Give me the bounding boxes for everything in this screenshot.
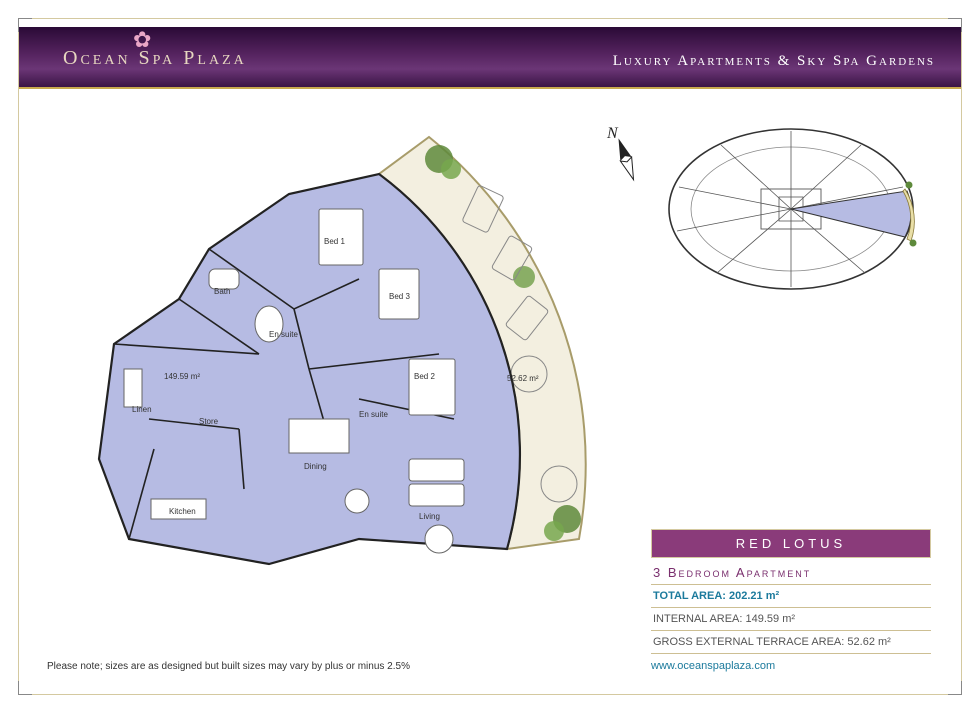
floor-plan: Bed 1 Bed 3 Bed 2 Bath En suite En suite…	[59, 119, 639, 589]
brand-tagline: Luxury Apartments & Sky Spa Gardens	[613, 53, 935, 70]
label-kitchen: Kitchen	[169, 507, 196, 516]
lotus-icon: ✿	[133, 27, 154, 53]
label-dining: Dining	[304, 462, 327, 471]
brand-name: ✿ Ocean Spa Plaza	[63, 47, 247, 70]
crop-mark	[948, 681, 962, 695]
internal-area-value: 149.59 m²	[746, 613, 796, 625]
label-terrace-area: 52.62 m²	[507, 374, 539, 383]
key-plan	[661, 119, 921, 299]
label-linen: Linen	[132, 405, 152, 414]
label-bed1: Bed 1	[324, 237, 345, 246]
terrace-area-value: 52.62 m²	[847, 636, 890, 648]
label-store: Store	[199, 417, 219, 426]
internal-area-row: INTERNAL AREA: 149.59 m²	[651, 608, 931, 631]
label-ensuite1: En suite	[269, 330, 298, 339]
label-bed2: Bed 2	[414, 372, 435, 381]
total-area-row: TOTAL AREA: 202.21 m²	[651, 585, 931, 608]
label-internal-area: 149.59 m²	[164, 372, 200, 381]
label-bath: Bath	[214, 287, 230, 296]
info-box: RED LOTUS 3 Bedroom Apartment TOTAL AREA…	[651, 529, 931, 672]
crop-mark	[18, 681, 32, 695]
internal-area-label: INTERNAL AREA:	[653, 613, 742, 625]
terrace-area-row: GROSS EXTERNAL TERRACE AREA: 52.62 m²	[651, 631, 931, 654]
page-frame: ✿ Ocean Spa Plaza Luxury Apartments & Sk…	[18, 18, 962, 695]
header-band: ✿ Ocean Spa Plaza Luxury Apartments & Sk…	[19, 27, 961, 89]
label-bed3: Bed 3	[389, 292, 410, 301]
website-url: www.oceanspaplaza.com	[651, 654, 931, 672]
unit-type: 3 Bedroom Apartment	[651, 558, 931, 585]
label-living: Living	[419, 512, 440, 521]
terrace-area-label: GROSS EXTERNAL TERRACE AREA:	[653, 636, 844, 648]
disclaimer: Please note; sizes are as designed but b…	[47, 661, 410, 672]
total-area-label: TOTAL AREA:	[653, 590, 726, 602]
brand-text: Ocean Spa Plaza	[63, 47, 247, 69]
unit-name: RED LOTUS	[651, 529, 931, 558]
label-ensuite2: En suite	[359, 410, 388, 419]
total-area-value: 202.21 m²	[729, 590, 779, 602]
